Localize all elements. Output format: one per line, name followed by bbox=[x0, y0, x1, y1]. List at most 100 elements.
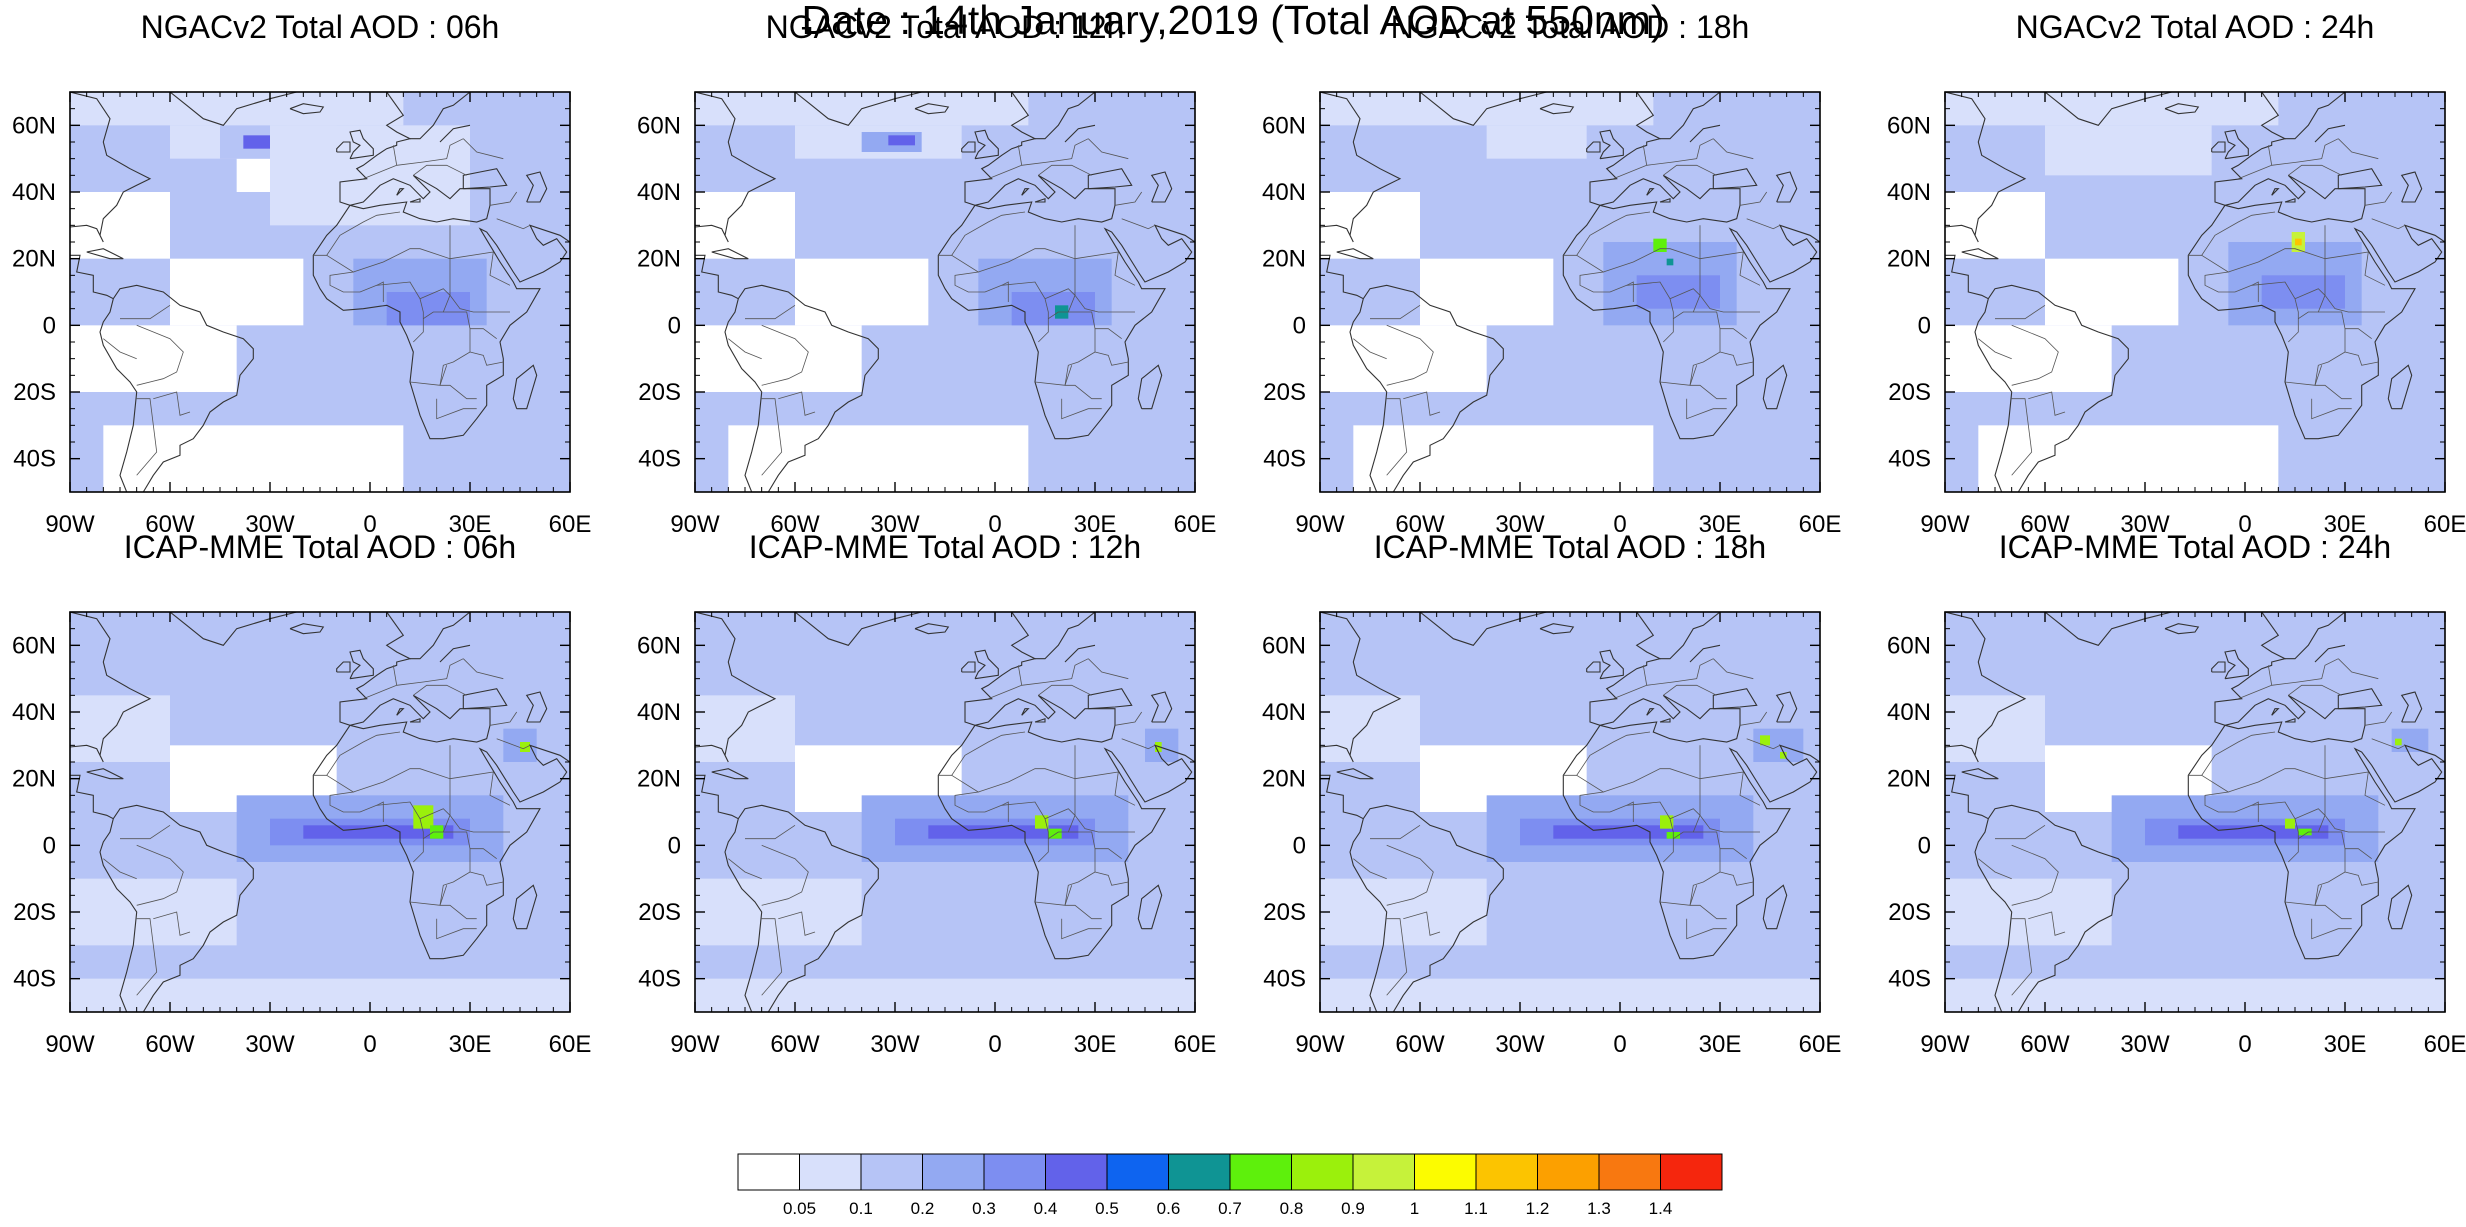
aod-field bbox=[695, 612, 1195, 1012]
coastline bbox=[336, 661, 351, 673]
aod-patch bbox=[2295, 238, 2302, 246]
colorbar-swatch bbox=[860, 1153, 923, 1191]
country-border bbox=[1121, 738, 1156, 750]
aod-patch bbox=[2395, 738, 2402, 746]
country-border bbox=[136, 844, 184, 906]
aod-patch bbox=[695, 325, 862, 392]
country-border bbox=[419, 808, 510, 833]
coastlines bbox=[1320, 92, 1820, 492]
country-border bbox=[1061, 398, 1102, 420]
country-border bbox=[413, 164, 467, 176]
coastline bbox=[409, 197, 421, 203]
lat-label: 40S bbox=[638, 446, 681, 473]
country-border bbox=[469, 871, 504, 886]
lat-label: 0 bbox=[668, 312, 681, 339]
lat-label: 60N bbox=[1262, 112, 1306, 139]
country-border bbox=[1034, 365, 1073, 386]
country-border bbox=[470, 848, 497, 860]
lat-label: 40S bbox=[1888, 446, 1931, 473]
aod-field bbox=[70, 92, 570, 492]
map-panel: ICAP-MME Total AOD : 06h 90W 60W 30W 0 30E 60E… bbox=[12, 527, 591, 1087]
lat-label: 20N bbox=[12, 766, 56, 793]
country-border bbox=[489, 711, 518, 726]
country-border bbox=[1065, 904, 1102, 920]
map-plot: 90W 60W 30W 0 30E 60E 60N 40N 20N 0 20S 40S bbox=[1262, 611, 1841, 1058]
lat-label: 20S bbox=[1888, 379, 1931, 406]
coastlines bbox=[70, 612, 570, 1012]
coastline bbox=[1775, 171, 1798, 203]
coastline bbox=[1137, 364, 1163, 410]
lat-label: 20N bbox=[637, 766, 681, 793]
aod-field bbox=[1320, 612, 1820, 1012]
country-border bbox=[761, 918, 783, 996]
country-border bbox=[1626, 281, 1674, 343]
aod-patch bbox=[1753, 728, 1804, 762]
coastline bbox=[1961, 768, 1999, 780]
lat-label: 60N bbox=[1887, 112, 1931, 139]
country-border bbox=[1699, 251, 1761, 286]
coastline bbox=[70, 612, 152, 763]
panel-title: NGACv2 Total AOD : 12h bbox=[765, 9, 1125, 45]
lat-label: 20N bbox=[1262, 766, 1306, 793]
country-border bbox=[376, 801, 424, 863]
coastline bbox=[1762, 364, 1788, 410]
country-border bbox=[1034, 885, 1073, 906]
country-border bbox=[2315, 384, 2352, 400]
lat-label: 20S bbox=[638, 899, 681, 926]
country-border bbox=[2364, 711, 2393, 726]
country-border bbox=[2324, 251, 2386, 286]
coastline bbox=[2400, 691, 2423, 723]
country-border bbox=[419, 288, 510, 313]
lon-label: 30E bbox=[449, 1031, 492, 1058]
aod-patch bbox=[888, 135, 915, 146]
country-border bbox=[1719, 351, 1754, 366]
aod-patch bbox=[1145, 728, 1179, 762]
map-panel: ICAP-MME Total AOD : 18h 90W 60W 30W 0 30E 60E… bbox=[1262, 527, 1841, 1087]
colorbar-graphic: 0.05 0.1 0.2 0.3 0.4 0.5 0.6 0.7 0.8 0.9 1 1.1 1.2 1.… bbox=[737, 1153, 1723, 1218]
country-border bbox=[463, 658, 504, 680]
lat-label: 40N bbox=[637, 179, 681, 206]
aod-patch bbox=[1486, 125, 1587, 159]
colorbar-swatch bbox=[1598, 1153, 1661, 1191]
country-border bbox=[120, 304, 171, 320]
country-border bbox=[778, 911, 816, 936]
coastline bbox=[2164, 103, 2200, 115]
country-border bbox=[1386, 918, 1408, 996]
country-border bbox=[1386, 398, 1408, 476]
country-border bbox=[103, 858, 137, 880]
country-border bbox=[2311, 918, 2352, 940]
country-border bbox=[2201, 254, 2259, 302]
colorbar: 0.05 0.1 0.2 0.3 0.4 0.5 0.6 0.7 0.8 0.9 1 1.1 1.2 1.… bbox=[737, 1153, 1728, 1222]
colorbar-label: 0.5 bbox=[1095, 1199, 1119, 1218]
coastline bbox=[1659, 717, 1671, 723]
country-border bbox=[153, 911, 191, 936]
country-border bbox=[2294, 808, 2385, 833]
lat-label: 20N bbox=[1262, 246, 1306, 273]
country-border bbox=[1663, 684, 1717, 696]
coastline bbox=[1945, 774, 2129, 1012]
country-border bbox=[1669, 288, 1760, 313]
country-border bbox=[978, 225, 1076, 273]
coastline bbox=[2271, 708, 2280, 716]
country-border bbox=[2271, 658, 2339, 686]
country-border bbox=[2315, 904, 2352, 920]
coastline bbox=[1945, 254, 2129, 492]
aod-patch bbox=[1760, 735, 1770, 746]
coastline bbox=[2211, 141, 2226, 153]
country-border bbox=[728, 858, 762, 880]
aod-patch bbox=[70, 878, 237, 946]
coastline bbox=[86, 768, 124, 780]
country-border bbox=[1719, 871, 1754, 886]
country-border bbox=[1978, 858, 2012, 880]
aod-patch bbox=[1945, 325, 2112, 392]
country-border bbox=[1646, 138, 1714, 166]
lat-label: 40N bbox=[1887, 699, 1931, 726]
country-border bbox=[2288, 684, 2342, 696]
country-border bbox=[1095, 328, 1122, 340]
coastline bbox=[2285, 92, 2346, 140]
lat-label: 0 bbox=[43, 312, 56, 339]
country-border bbox=[440, 904, 477, 920]
lon-label: 0 bbox=[988, 1031, 1001, 1058]
lon-label: 0 bbox=[2238, 1031, 2251, 1058]
country-border bbox=[326, 774, 384, 822]
